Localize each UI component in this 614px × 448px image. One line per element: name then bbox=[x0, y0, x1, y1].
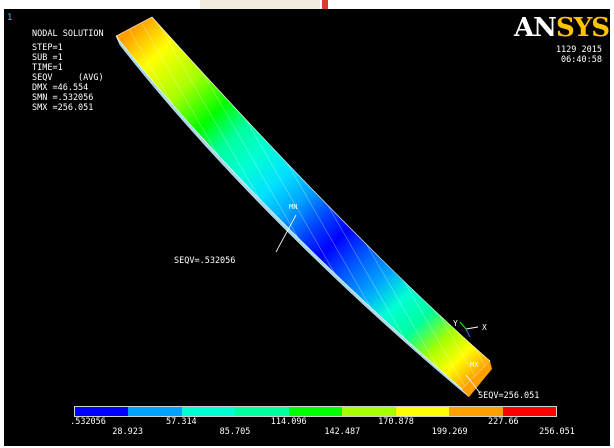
legend-values-bottom: 28.923 85.705 142.487 199.269 256.051 bbox=[74, 427, 609, 437]
contour-legend-bar bbox=[74, 406, 557, 417]
contour-beam-model[interactable]: MN MX Y X bbox=[4, 9, 610, 446]
legend-value-top: .532056 bbox=[70, 417, 106, 427]
legend-value-bottom: 28.923 bbox=[112, 427, 144, 437]
info-line-sub: SUB =1 bbox=[32, 53, 63, 63]
legend-value-bottom: 256.051 bbox=[539, 427, 575, 437]
info-line-smx: SMX =256.051 bbox=[32, 103, 94, 113]
min-leader-line bbox=[275, 214, 297, 253]
legend-value-bottom: 199.269 bbox=[431, 427, 468, 437]
legend-swatch bbox=[181, 407, 236, 416]
max-value-annotation: SEQV=256.051 bbox=[478, 391, 540, 401]
graphics-window[interactable]: 1 NODAL SOLUTION STEP=1 SUB =1 TIME=1 SE… bbox=[4, 9, 610, 446]
window-number: 1 bbox=[7, 13, 13, 23]
min-value-annotation: SEQV=.532056 bbox=[174, 256, 236, 266]
triad-y-label: Y bbox=[453, 319, 458, 328]
info-line-smn: SMN =.532056 bbox=[32, 93, 94, 103]
legend-value-top: 170.878 bbox=[378, 417, 414, 427]
time-text: 06:40:58 bbox=[561, 55, 602, 65]
beam-mesh-overlay bbox=[115, 16, 491, 390]
solution-info-panel: NODAL SOLUTION STEP=1 SUB =1 TIME=1 SEQV… bbox=[32, 29, 104, 113]
legend-values-top: .532056 57.314 114.096 170.878 227.66 bbox=[70, 417, 574, 427]
legend-value-bottom: 142.487 bbox=[324, 427, 361, 437]
triad-x-label: X bbox=[482, 323, 487, 332]
info-line-step: STEP=1 bbox=[32, 43, 63, 53]
legend-swatch bbox=[449, 407, 503, 416]
mx-marker: MX bbox=[470, 361, 479, 369]
legend-value-top: 227.66 bbox=[487, 417, 519, 427]
legend-value-top: 57.314 bbox=[165, 417, 197, 427]
legend-value-top: 114.096 bbox=[270, 417, 307, 427]
top-strip-accent bbox=[322, 0, 328, 9]
legend-swatch bbox=[342, 407, 396, 416]
solution-title: NODAL SOLUTION bbox=[32, 29, 104, 39]
datetime-stamp: 1129 2015 06:40:58 bbox=[556, 45, 602, 65]
info-line-time: TIME=1 bbox=[32, 63, 63, 73]
date-text: 1129 2015 bbox=[555, 45, 602, 55]
max-leader-line bbox=[465, 374, 481, 394]
legend-swatch bbox=[288, 407, 343, 416]
legend-swatch bbox=[395, 407, 450, 416]
info-line-seqv: SEQV (AVG) bbox=[32, 73, 104, 83]
beam-end-cap bbox=[462, 361, 492, 397]
legend-swatch bbox=[128, 407, 182, 416]
legend-swatch bbox=[235, 407, 289, 416]
ansys-logo: ANSYS bbox=[514, 13, 610, 43]
top-strip bbox=[200, 0, 320, 9]
axis-triad: Y X bbox=[453, 319, 487, 338]
legend-swatch bbox=[75, 407, 129, 416]
legend-value-bottom: 85.705 bbox=[219, 427, 251, 437]
info-line-dmx: DMX =46.554 bbox=[32, 83, 89, 93]
legend-swatch bbox=[502, 407, 556, 416]
mn-marker: MN bbox=[289, 203, 297, 211]
